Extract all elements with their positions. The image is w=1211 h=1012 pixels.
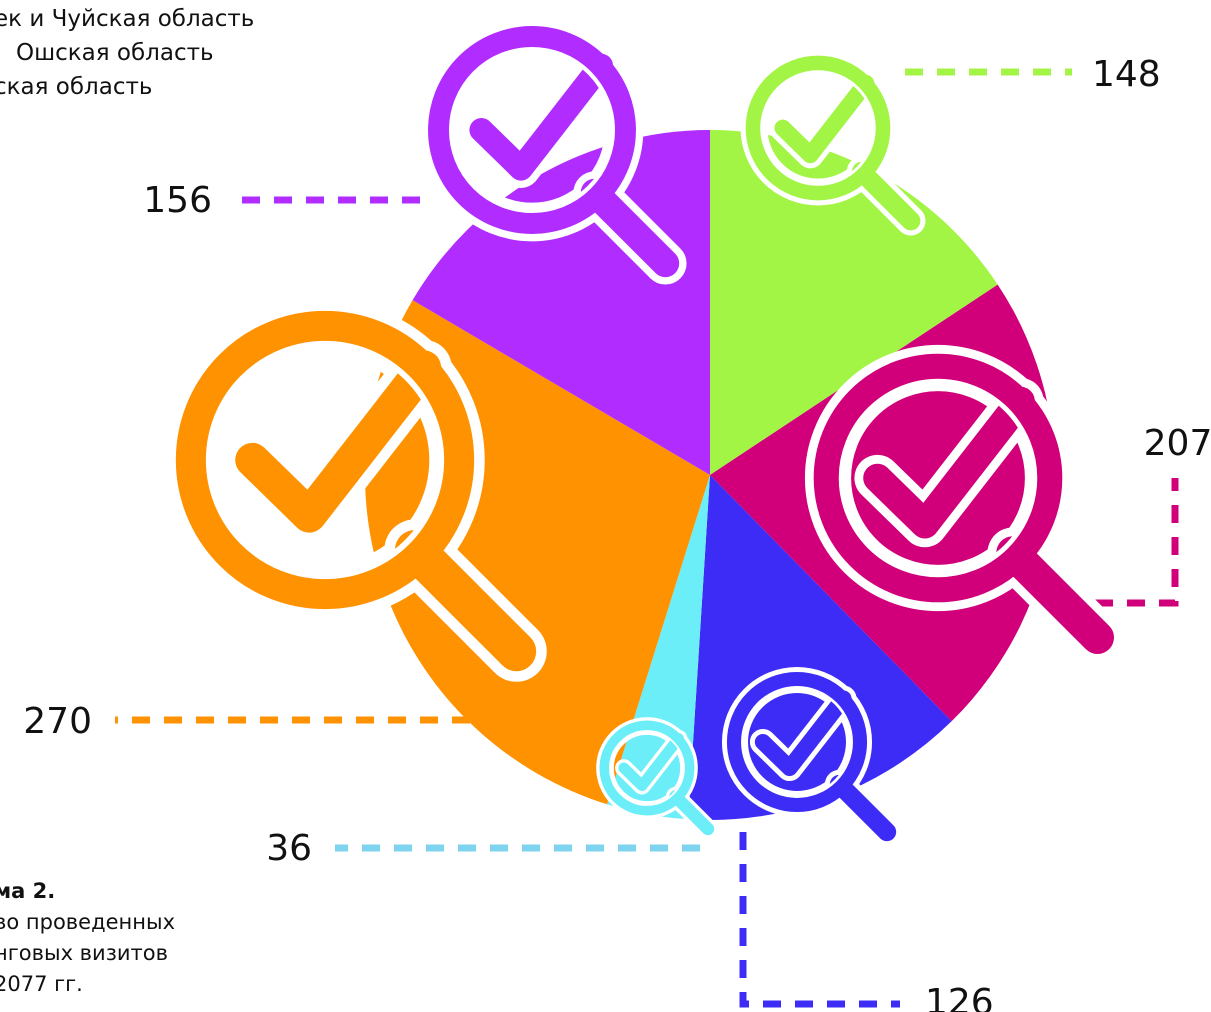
caption-line: во проведенных	[0, 910, 176, 934]
value-label: 207	[1144, 423, 1211, 464]
legend: ек и Чуйская область Ошская область ская…	[0, 2, 254, 104]
value-label: 156	[143, 180, 212, 221]
legend-item: ская область	[0, 74, 153, 100]
chart-caption: ма 2. во проведенных нговых визитов 2077…	[0, 876, 175, 1000]
caption-title: ма 2.	[0, 879, 56, 903]
value-label: 270	[23, 701, 92, 742]
caption-line: нговых визитов	[0, 941, 168, 965]
leader-lines	[115, 68, 1179, 1008]
leader-line	[739, 800, 900, 1008]
leader-line	[1095, 478, 1179, 607]
value-labels: 148 207 126 36 270 156	[23, 54, 1211, 1012]
legend-item: ек и Чуйская область	[0, 6, 255, 32]
value-label: 36	[266, 828, 312, 869]
pie-slice	[710, 130, 998, 475]
legend-item: Ошская область	[16, 40, 214, 66]
caption-line: 2077 гг.	[0, 972, 83, 996]
value-label: 126	[925, 982, 994, 1012]
value-label: 148	[1092, 54, 1161, 95]
